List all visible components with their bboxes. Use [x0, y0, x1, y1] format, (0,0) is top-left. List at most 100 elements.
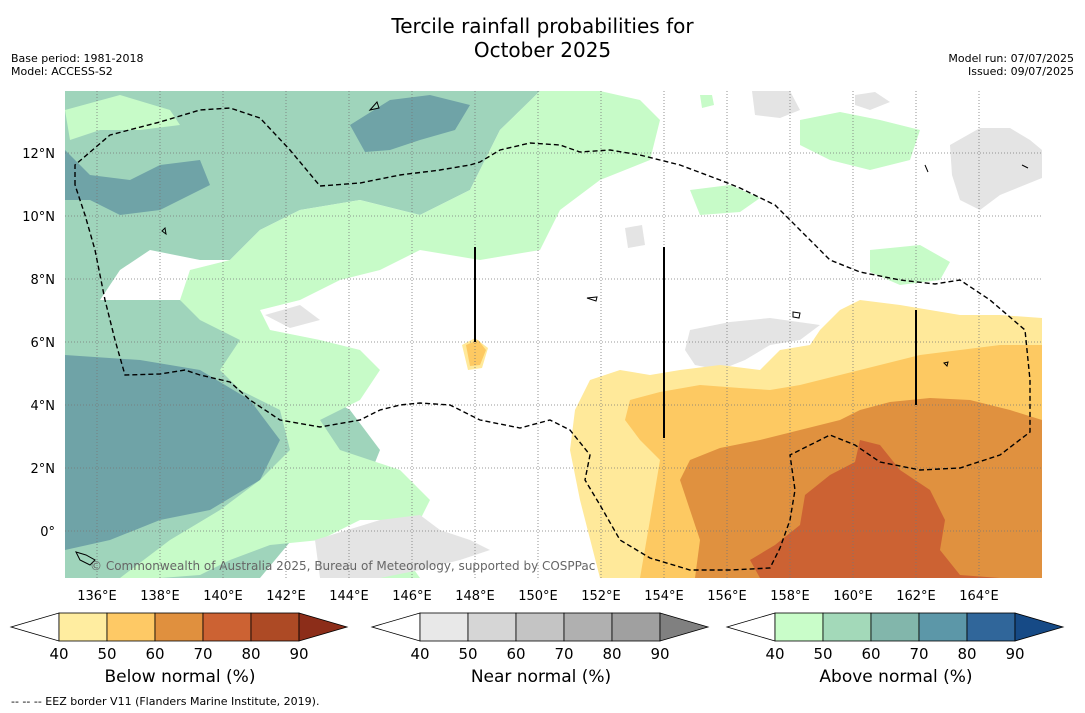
- near-normal-small: [625, 225, 645, 248]
- colorbar-tick-label: 60: [145, 645, 164, 663]
- colorbar-segment: [154, 612, 204, 642]
- lon-label: 150°E: [518, 589, 558, 604]
- lon-label: 160°E: [833, 589, 873, 604]
- above-normal-40-50-east: [870, 245, 950, 285]
- lat-label: 2°N: [31, 462, 56, 477]
- above-normal-60-70-south: [65, 355, 280, 550]
- lon-label: 162°E: [896, 589, 936, 604]
- island-palau: [75, 551, 96, 566]
- colorbar-segment: [966, 612, 1016, 642]
- colorbar-segment: [515, 612, 565, 642]
- lat-label: 12°N: [22, 147, 55, 162]
- colorbar-min-triangle: [725, 612, 776, 642]
- colorbar-max-triangle: [298, 612, 349, 642]
- colorbar-tick-label: 90: [289, 645, 308, 663]
- colorbar-tick-label: 50: [97, 645, 116, 663]
- near-normal-center-west: [265, 305, 320, 328]
- lon-label: 156°E: [707, 589, 747, 604]
- lat-label: 0°: [40, 525, 55, 540]
- lon-label: 146°E: [392, 589, 432, 604]
- island-yap: [161, 226, 167, 236]
- eez-border: [74, 107, 1031, 571]
- above-normal-40-50-north-west: [65, 95, 180, 140]
- colorbar-segment: [774, 612, 824, 642]
- lon-label: 142°E: [266, 589, 306, 604]
- issued-date: Issued: 09/07/2025: [967, 65, 1074, 78]
- lon-label: 138°E: [140, 589, 180, 604]
- meta-right: Model run: 07/07/2025 Issued: 09/07/2025: [948, 52, 1074, 78]
- lat-label: 6°N: [31, 336, 56, 351]
- colorbar-below-normal: 40 50 60 70 80 90: [9, 612, 349, 663]
- near-normal-south: [315, 515, 490, 578]
- colorbar-segment: [58, 612, 108, 642]
- below-normal-70-80-region: [750, 440, 1000, 578]
- island-marshall: [924, 164, 1029, 173]
- colorbar-tick-label: 80: [241, 645, 260, 663]
- near-normal-center-east: [685, 318, 820, 370]
- colorbar-tick-label: 60: [861, 645, 880, 663]
- colorbar-segment: [467, 612, 517, 642]
- colorbar-min-triangle: [370, 612, 421, 642]
- island-chuuk: [586, 296, 598, 302]
- colorbar-max-triangle: [1014, 612, 1065, 642]
- eez-footnote: -- -- -- EEZ border V11 (Flanders Marine…: [11, 695, 320, 708]
- island-pohnpei: [792, 311, 801, 319]
- lat-tick-labels: 12°N 10°N 8°N 6°N 4°N 2°N 0°: [22, 147, 55, 540]
- chart-title: Tercile rainfall probabilities for Octob…: [0, 14, 1085, 62]
- model-name: Model: ACCESS-S2: [11, 65, 113, 78]
- lon-label: 158°E: [770, 589, 810, 604]
- above-normal-40-50-mid-east: [690, 185, 760, 215]
- colorbar-segment: [611, 612, 661, 642]
- colorbar-tick-label: 70: [554, 645, 573, 663]
- lon-label: 140°E: [203, 589, 243, 604]
- colorbar-segment: [918, 612, 968, 642]
- above-normal-60-70-north: [350, 95, 470, 152]
- colorbar-tick-label: 70: [909, 645, 928, 663]
- graticule: [65, 91, 1042, 578]
- near-normal-northeast: [950, 128, 1042, 210]
- colorbar-tick-label: 50: [458, 645, 477, 663]
- lon-label: 152°E: [581, 589, 621, 604]
- base-period: Base period: 1981-2018: [11, 52, 144, 65]
- colorbar-segment: [250, 612, 300, 642]
- colorbar-tick-label: 50: [813, 645, 832, 663]
- near-normal-top-right: [855, 92, 890, 110]
- below-normal-label: Below normal (%): [104, 667, 256, 687]
- map-plot-area: © Commonwealth of Australia 2025, Bureau…: [65, 91, 1042, 578]
- colorbar-tick-label: 40: [765, 645, 784, 663]
- colorbar-tick-label: 90: [1005, 645, 1024, 663]
- title-line-2: October 2025: [473, 38, 612, 62]
- below-normal-50-60-small: [466, 340, 486, 366]
- near-normal-top: [752, 91, 800, 118]
- colorbar-tick-label: 40: [49, 645, 68, 663]
- lon-label: 154°E: [644, 589, 684, 604]
- title-line-1: Tercile rainfall probabilities for: [391, 14, 694, 38]
- colorbar-segment: [563, 612, 613, 642]
- colorbar-segment: [419, 612, 469, 642]
- above-normal-60-70-west: [65, 150, 210, 215]
- lon-label: 136°E: [77, 589, 117, 604]
- colorbar-tick-label: 40: [410, 645, 429, 663]
- attribution-text: © Commonwealth of Australia 2025, Bureau…: [90, 559, 595, 573]
- lat-label: 8°N: [31, 273, 56, 288]
- colorbar-segment: [870, 612, 920, 642]
- lon-label: 164°E: [959, 589, 999, 604]
- above-normal-40-50-north-east: [800, 112, 920, 170]
- colorbar-above-normal: 40 50 60 70 80 90: [725, 612, 1065, 663]
- colorbar-segment: [822, 612, 872, 642]
- marker-lines: [474, 247, 917, 438]
- lat-label: 4°N: [31, 399, 56, 414]
- lon-tick-labels: 136°E 138°E 140°E 142°E 144°E 146°E 148°…: [77, 589, 999, 604]
- colorbar-max-triangle: [659, 612, 710, 642]
- colorbar-near-normal: 40 50 60 70 80 90: [370, 612, 710, 663]
- colorbar-segment: [106, 612, 156, 642]
- meta-left: Base period: 1981-2018 Model: ACCESS-S2: [11, 52, 143, 78]
- lon-label: 144°E: [329, 589, 369, 604]
- colorbar-tick-label: 80: [602, 645, 621, 663]
- colorbar-tick-label: 60: [506, 645, 525, 663]
- above-normal-40-50-small-east: [700, 95, 714, 108]
- model-run: Model run: 07/07/2025: [948, 52, 1074, 65]
- near-normal-label: Near normal (%): [470, 667, 612, 687]
- lat-label: 10°N: [22, 210, 55, 225]
- above-normal-50-60-region: [65, 91, 540, 300]
